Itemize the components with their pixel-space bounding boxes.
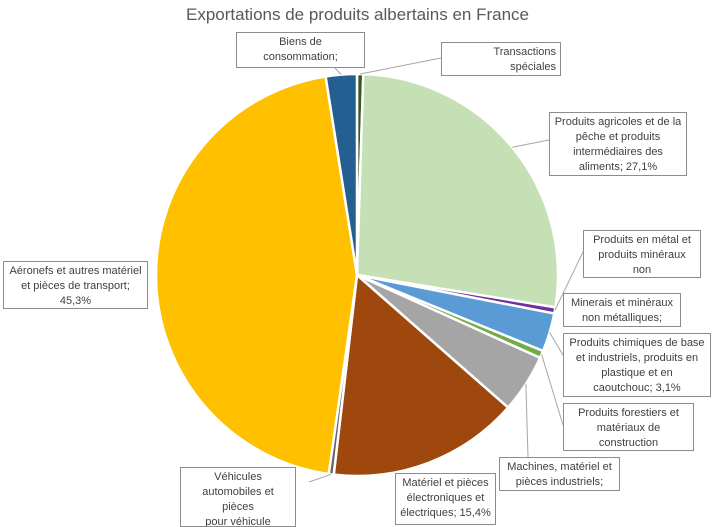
data-label: Produits en métal et produits minéraux n… xyxy=(583,230,701,278)
data-label: Produits forestiers et matériaux de cons… xyxy=(563,403,694,451)
leader-line xyxy=(549,332,564,356)
chart-title: Exportations de produits albertains en F… xyxy=(185,5,530,24)
data-label: Véhicules automobiles et pièces pour véh… xyxy=(180,467,296,527)
data-label: Produits chimiques de base et industriel… xyxy=(563,333,711,397)
data-label: Aéronefs et autres matériel et pièces de… xyxy=(3,261,148,309)
data-label: Produits agricoles et de la pêche et pro… xyxy=(549,112,687,176)
pie-slice xyxy=(355,72,560,309)
leader-line xyxy=(360,57,442,75)
data-label: Matériel et pièces électroniques et élec… xyxy=(395,473,496,525)
leader-line xyxy=(525,383,529,458)
pie-slice xyxy=(332,273,510,478)
pie-slice xyxy=(324,72,359,277)
leader-line xyxy=(308,473,332,483)
data-label: Minerais et minéraux non métalliques; 0,… xyxy=(563,293,681,327)
pie-slice xyxy=(154,75,359,476)
leader-line xyxy=(512,139,550,148)
data-label: Machines, matériel et pièces industriels… xyxy=(499,457,620,491)
data-label: Biens de consommation; 2,5% xyxy=(236,32,365,68)
data-label: Transactions spéciales commerciales; 0,5… xyxy=(441,42,561,76)
leader-line xyxy=(541,354,564,426)
leader-line xyxy=(554,251,584,311)
